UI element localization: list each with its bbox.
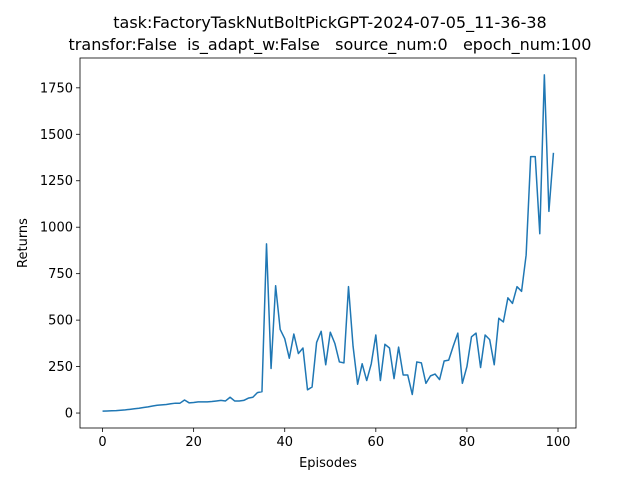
y-axis-label: Returns [16, 218, 31, 268]
x-axis-label: Episodes [299, 456, 357, 471]
chart-subtitle: transfor:False is_adapt_w:False source_n… [69, 35, 592, 55]
x-tick-label: 100 [546, 435, 571, 450]
x-tick-label: 0 [98, 435, 106, 450]
y-tick-label: 1500 [40, 128, 73, 143]
x-tick-label: 20 [185, 435, 202, 450]
x-tick-label: 60 [368, 435, 385, 450]
y-tick-label: 1000 [40, 221, 73, 236]
x-tick-label: 80 [459, 435, 476, 450]
y-tick-label: 500 [48, 314, 73, 329]
chart-title: task:FactoryTaskNutBoltPickGPT-2024-07-0… [113, 13, 546, 33]
y-tick-label: 1750 [40, 81, 73, 96]
y-tick-label: 250 [48, 360, 73, 375]
y-tick-label: 750 [48, 267, 73, 282]
axes-frame [79, 57, 577, 429]
data-line [102, 74, 555, 412]
y-tick-label: 0 [65, 407, 73, 422]
x-tick-label: 40 [276, 435, 293, 450]
y-tick-label: 1250 [40, 174, 73, 189]
